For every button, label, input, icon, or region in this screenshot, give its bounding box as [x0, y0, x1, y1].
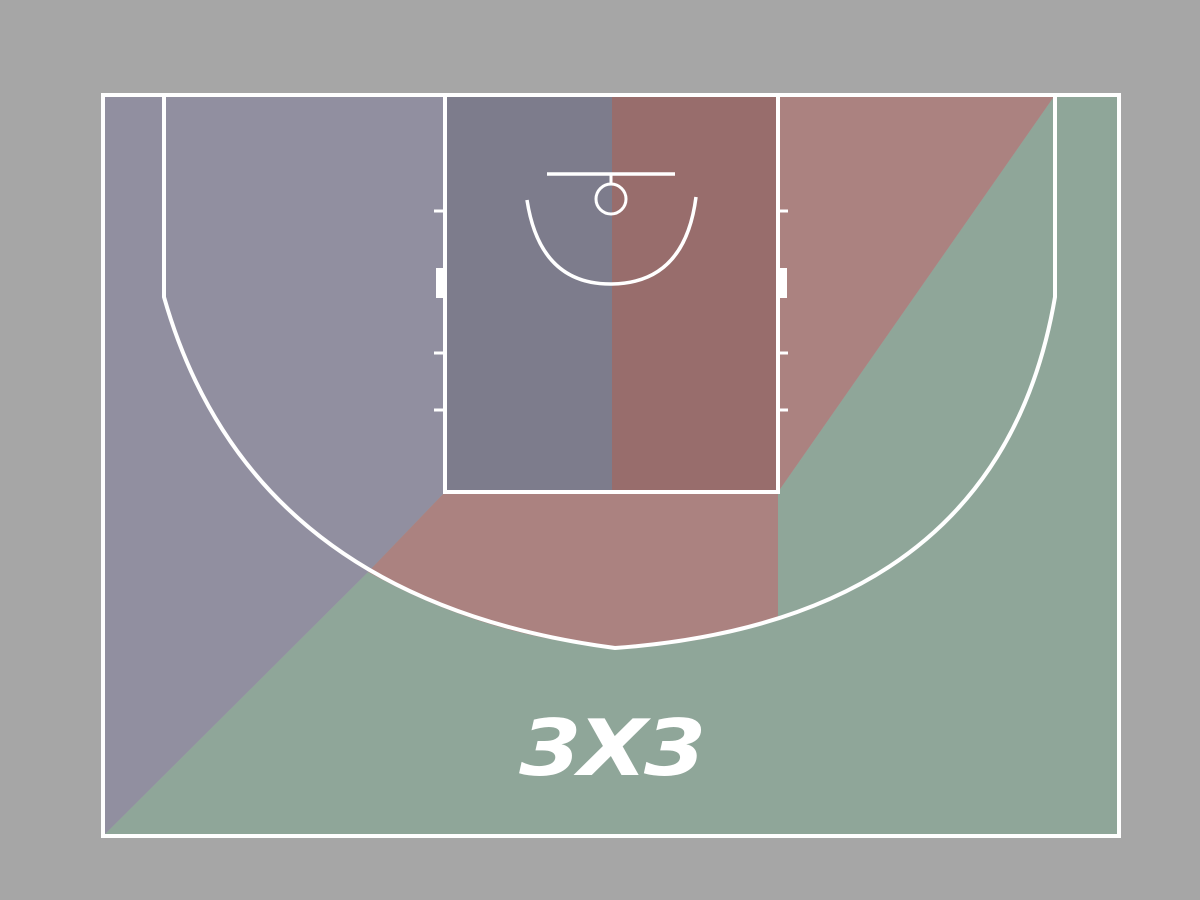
- court-zones: [103, 95, 1119, 836]
- zone-paint-right: [612, 95, 778, 492]
- hoop: [594, 182, 628, 216]
- zone-paint-left: [445, 95, 612, 492]
- no-charge-semicircle: [525, 196, 698, 286]
- zone-green: [103, 95, 1119, 836]
- three-point-line: [162, 95, 1057, 651]
- logo-3x3: 3X3: [519, 703, 703, 794]
- zone-rose-upper-right: [778, 95, 1055, 492]
- lane-block: [778, 268, 787, 298]
- zone-rose-below-paint: [368, 492, 778, 648]
- lane-marks: [434, 209, 788, 412]
- lane-block: [436, 268, 445, 298]
- zone-left: [103, 95, 445, 836]
- lane-blocks: [436, 268, 787, 298]
